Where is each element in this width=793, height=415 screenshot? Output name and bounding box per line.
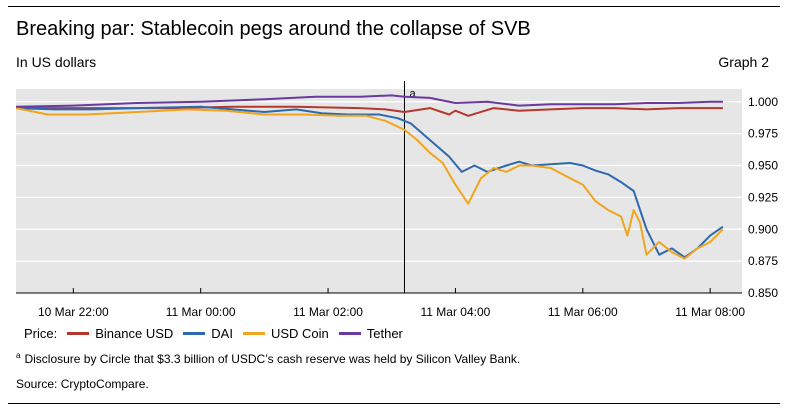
series-lines: [15, 94, 724, 260]
x-tick-label: 11 Mar 08:00: [675, 305, 745, 319]
y-tick-label: 0.925: [748, 190, 778, 204]
series-line-usd-coin: [15, 107, 724, 260]
legend-swatch-tether: [338, 332, 361, 335]
footnote-marker: a: [16, 351, 21, 360]
series-line-tether: [15, 94, 723, 108]
legend-label-tether: Tether: [366, 326, 403, 341]
legend-label-dai: DAI: [211, 326, 233, 341]
y-axis-ticks: 1.000 0.975 0.950 0.925 0.900 0.875 0.850: [748, 95, 778, 300]
chart-title: Breaking par: Stablecoin pegs around the…: [16, 18, 531, 40]
legend-swatch-usd-coin: [242, 332, 265, 335]
x-axis: 10 Mar 22:00 11 Mar 00:00 11 Mar 02:00 11 M…: [16, 288, 745, 319]
legend-label-binance-usd: Binance USD: [95, 326, 174, 341]
chart-subtitle: In US dollars: [16, 54, 97, 70]
y-tick-label: 0.900: [748, 222, 778, 236]
legend-item-usd-coin: USD Coin: [242, 326, 329, 341]
x-tick-label: 11 Mar 04:00: [421, 305, 491, 319]
y-tick-label: 0.950: [748, 159, 778, 173]
x-tick-label: 10 Mar 22:00: [38, 305, 109, 319]
annotation-label: a: [409, 88, 416, 100]
x-tick-label: 11 Mar 06:00: [548, 305, 618, 319]
y-tick-label: 0.975: [748, 127, 778, 141]
legend-item-binance-usd: Binance USD: [67, 326, 173, 341]
y-tick-label: 0.875: [748, 254, 778, 268]
legend-item-tether: Tether: [338, 326, 403, 341]
footnote-text: Disclosure by Circle that $3.3 billion o…: [24, 352, 521, 366]
top-rule: [8, 6, 780, 7]
legend: Price: Binance USD DAI USD Coin Tether: [24, 326, 403, 341]
graph-number: Graph 2: [718, 54, 769, 70]
x-tick-label: 11 Mar 02:00: [293, 305, 363, 319]
y-tick-label: 1.000: [748, 95, 778, 109]
legend-prefix: Price:: [24, 326, 58, 341]
grid-lines: [16, 101, 742, 262]
footnote: a Disclosure by Circle that $3.3 billion …: [16, 351, 520, 366]
legend-swatch-binance-usd: [67, 332, 90, 335]
source-note: Source: CryptoCompare.: [16, 377, 149, 391]
legend-item-dai: DAI: [183, 326, 233, 341]
y-tick-label: 0.850: [748, 286, 778, 300]
x-tick-label: 11 Mar 00:00: [166, 305, 236, 319]
annotation-layer: a: [403, 81, 416, 293]
legend-swatch-dai: [183, 332, 206, 335]
legend-label-usd-coin: USD Coin: [270, 326, 329, 341]
plot-area: [16, 89, 742, 293]
bottom-rule: [8, 403, 780, 404]
